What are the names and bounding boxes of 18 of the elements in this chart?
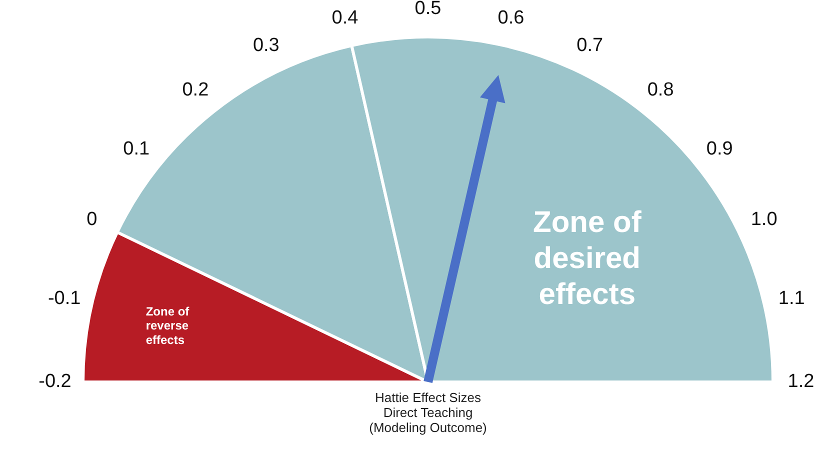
slice-label: Zone of desired effects [533, 206, 642, 312]
text: 0.4 [332, 7, 359, 28]
text: -0.2 [38, 371, 72, 392]
text: 0.8 [647, 79, 674, 100]
text: Hattie Effect Sizes Direct Teaching (Modeling Outcome) [369, 390, 487, 435]
text: -0.1 [48, 288, 81, 310]
text: 0.9 [706, 138, 733, 160]
text: 0.6 [498, 7, 524, 28]
text: 0.7 [576, 34, 604, 56]
text: 1.2 [788, 371, 814, 392]
text: 0.5 [414, 0, 442, 20]
text: 0.1 [123, 138, 150, 160]
text: 1.0 [750, 209, 778, 230]
text: 0 [86, 209, 98, 230]
text: 1.1 [778, 288, 805, 310]
slice-label: Zone of reverse effects [146, 304, 190, 348]
text: 0.2 [182, 79, 209, 100]
text: 0.3 [252, 34, 280, 56]
